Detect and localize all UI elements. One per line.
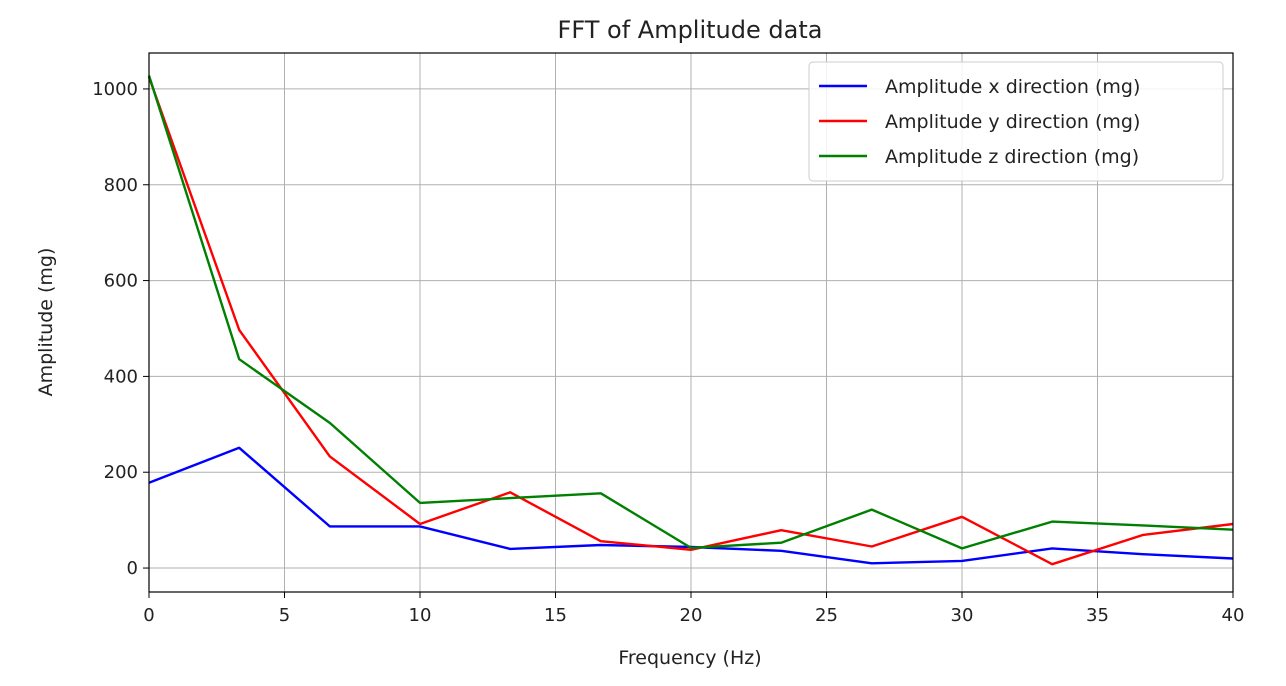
series-line-3 [147,75,1234,550]
chart-title: FFT of Amplitude data [558,16,823,44]
y-tick-label: 400 [104,366,138,387]
y-axis-label: Amplitude (mg) [35,248,57,397]
legend: Amplitude x direction (mg) Amplitude y di… [808,61,1224,182]
y-tick-label: 1000 [92,79,138,100]
x-tick-label: 35 [1086,605,1109,626]
x-tick-label: 20 [680,605,703,626]
x-tick-label: 5 [279,605,290,626]
x-axis-label: Frequency (Hz) [618,647,761,669]
legend-entry: Amplitude z direction (mg) [885,146,1139,168]
series-line-2 [147,76,1234,566]
y-tick-label: 800 [104,175,138,196]
legend-entry: Amplitude y direction (mg) [885,111,1140,133]
series-lines [147,75,1234,566]
legend-entry: Amplitude x direction (mg) [885,76,1140,98]
x-tick-label: 10 [409,605,432,626]
x-tick-label: 15 [544,605,567,626]
y-tick-label: 200 [104,462,138,483]
legend-box [808,61,1224,182]
x-tick-label: 30 [951,605,974,626]
y-tick-label: 0 [127,558,138,579]
x-tick-label: 0 [143,605,154,626]
x-tick-label: 25 [815,605,838,626]
y-tick-label: 600 [104,271,138,292]
x-tick-label: 40 [1222,605,1245,626]
